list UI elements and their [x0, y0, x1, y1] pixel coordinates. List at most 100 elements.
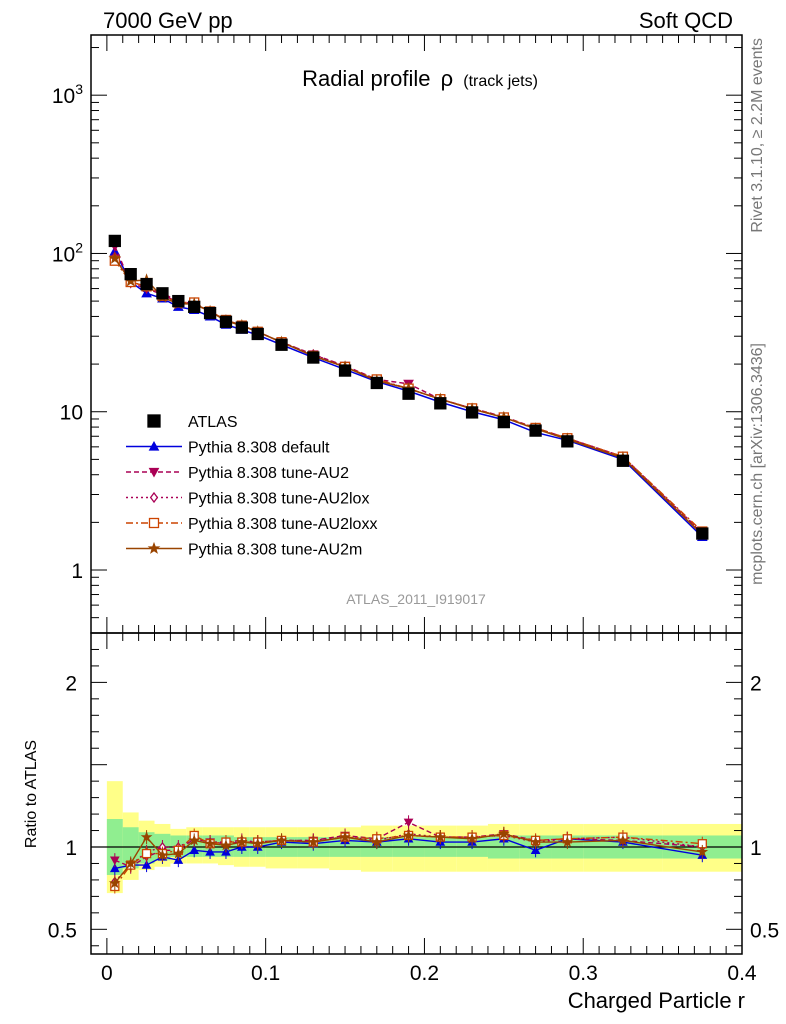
- data-point: [561, 435, 574, 448]
- main-title: Radial profile ρ (track jets): [302, 66, 538, 91]
- data-point: [465, 406, 479, 419]
- main-y-tick-base: 10: [52, 85, 75, 108]
- legend-label: Pythia 8.308 tune-AU2: [188, 465, 349, 482]
- header-category-label: Soft QCD: [639, 8, 733, 33]
- analysis-watermark: ATLAS_2011_I919017: [346, 591, 486, 607]
- ratio-point: [124, 857, 137, 869]
- main-series-line: [114, 258, 703, 536]
- data-point: [172, 294, 185, 308]
- main-y-tick-label: 1: [71, 560, 83, 583]
- main-series-line: [114, 260, 703, 533]
- ratio-point: [307, 835, 320, 848]
- data-point: [338, 364, 352, 377]
- ratio-point: [220, 839, 232, 851]
- ratio-point: [466, 832, 478, 844]
- ratio-point: [141, 860, 152, 869]
- ratio-point: [204, 837, 216, 849]
- title-symbol: ρ: [441, 66, 454, 91]
- ratio-point: [561, 835, 574, 848]
- ratio-series-line: [114, 833, 703, 883]
- ratio-point: [189, 845, 200, 854]
- legend-label: Pythia 8.308 tune-AU2lox: [188, 491, 369, 508]
- legend-marker: [148, 440, 160, 451]
- main-y-tick-base: 10: [60, 402, 83, 425]
- legend-label: Pythia 8.308 default: [188, 440, 330, 457]
- ratio-series: [108, 815, 709, 894]
- ratio-bands: [106, 781, 742, 894]
- x-tick-label: 0.3: [569, 962, 598, 985]
- legend-label: Pythia 8.308 tune-AU2loxx: [188, 516, 377, 533]
- ratio-point: [617, 834, 629, 846]
- legend-label-atlas: ATLAS: [188, 414, 238, 431]
- ratio-point: [172, 847, 185, 859]
- data-point: [235, 321, 248, 334]
- x-tick-label: 0.1: [251, 962, 280, 985]
- ratio-point: [434, 830, 447, 843]
- main-series-line: [114, 251, 703, 538]
- ratio-point: [188, 834, 201, 846]
- legend-marker: [148, 467, 160, 478]
- data-point: [124, 268, 137, 281]
- x-tick-label: 0: [101, 962, 113, 985]
- data-point: [402, 387, 415, 400]
- data-point: [251, 327, 264, 341]
- ratio-y-tick-label-right: 2: [750, 672, 762, 695]
- legend-label: Pythia 8.308 tune-AU2m: [188, 542, 362, 559]
- main-y-tick-base: 10: [52, 243, 75, 266]
- data-point: [188, 300, 201, 313]
- ratio-y-tick-label-right: 0.5: [750, 919, 779, 942]
- data-point: [307, 351, 320, 364]
- ratio-point: [403, 818, 414, 828]
- x-axis-label: Charged Particle r: [568, 988, 745, 1013]
- ratio-point: [530, 845, 541, 854]
- ratio-series-line: [114, 821, 703, 868]
- ratio-point: [140, 830, 153, 843]
- legend-marker: [147, 541, 161, 554]
- x-tick-label: 0.4: [727, 962, 757, 985]
- ratio-point: [156, 849, 169, 861]
- data-point: [529, 424, 542, 437]
- ratio-point: [205, 846, 215, 856]
- title-text: Radial profile: [302, 66, 430, 91]
- data-point: [497, 415, 510, 429]
- data-point: [140, 277, 153, 291]
- ratio-point: [696, 845, 709, 857]
- data-point: [616, 454, 630, 467]
- ratio-series-line: [114, 833, 703, 884]
- ratio-point: [339, 830, 351, 843]
- main-point: [108, 251, 122, 264]
- ratio-point: [236, 835, 248, 848]
- main-y-tick-exponent: 2: [75, 239, 83, 255]
- ratio-y-tick-label-left: 1: [65, 837, 77, 860]
- main-series: [108, 234, 709, 541]
- ratio-y-tick-label-right: 1: [750, 837, 762, 860]
- ratio-point: [275, 834, 288, 846]
- ratio-point: [529, 835, 542, 848]
- ratio-point: [251, 837, 264, 849]
- title-suffix: (track jets): [463, 73, 538, 90]
- panel-frames: [90, 34, 743, 955]
- ratio-y-tick-label-left: 0.5: [48, 919, 77, 942]
- ratio-point: [497, 827, 510, 839]
- ratio-series-line: [114, 838, 703, 870]
- data-point: [434, 397, 447, 410]
- ratio-point: [402, 829, 415, 841]
- data-point: [275, 338, 288, 351]
- data-point: [219, 315, 233, 328]
- legend: ATLAS Pythia 8.308 default Pythia 8.308 tu…: [126, 414, 377, 559]
- main-y-tick-label: 103: [52, 81, 83, 108]
- ratio-frame: [90, 632, 743, 955]
- legend-marker: [149, 491, 159, 504]
- data-point: [370, 376, 383, 390]
- ratio-y-tick-label-left: 2: [65, 672, 77, 695]
- data-point: [696, 527, 709, 540]
- ratio-point: [370, 835, 383, 848]
- data-point: [108, 234, 121, 248]
- ratio-point: [109, 863, 120, 873]
- ratio-point: [109, 856, 120, 866]
- legend-marker: [148, 517, 160, 529]
- ratio-ylabel: Ratio to ATLAS: [23, 740, 40, 848]
- x-tick-label: 0.2: [410, 962, 439, 985]
